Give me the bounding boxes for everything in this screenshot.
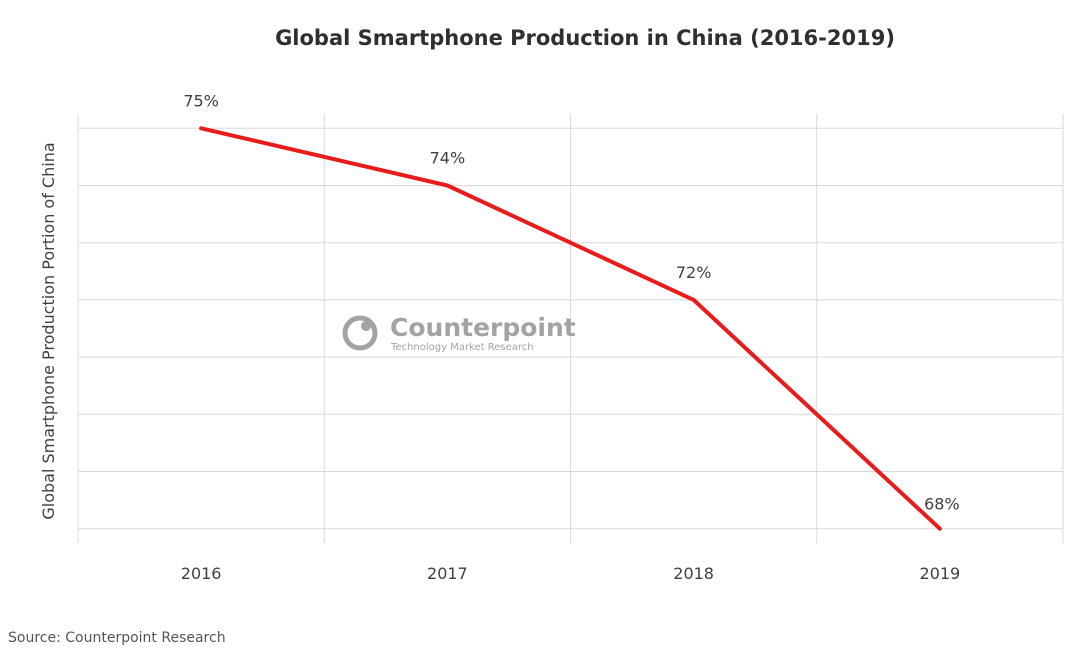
category-dividers <box>77 114 1064 543</box>
data-label: 68% <box>924 495 960 514</box>
series-line <box>199 126 942 531</box>
data-label: 75% <box>183 91 219 110</box>
y-axis-label: Global Smartphone Production Portion of … <box>39 142 58 519</box>
x-tick-labels: 2016 2017 2018 2019 <box>181 564 960 583</box>
data-label: 74% <box>430 149 466 168</box>
source-note: Source: Counterpoint Research <box>8 630 226 646</box>
chart-title: Global Smartphone Production in China (2… <box>275 26 895 50</box>
series-layer <box>199 126 942 531</box>
watermark-name: Counterpoint <box>390 313 576 342</box>
watermark-tagline: Technology Market Research <box>390 342 534 353</box>
x-tick-label: 2016 <box>181 564 222 583</box>
data-label: 72% <box>676 263 712 282</box>
x-tick-label: 2017 <box>427 564 468 583</box>
x-tick-label: 2018 <box>673 564 714 583</box>
counterpoint-logo-icon <box>342 315 378 351</box>
data-labels: 75% 74% 72% 68% <box>183 91 959 513</box>
watermark: Counterpoint Technology Market Research <box>342 313 576 353</box>
x-tick-label: 2019 <box>920 564 961 583</box>
